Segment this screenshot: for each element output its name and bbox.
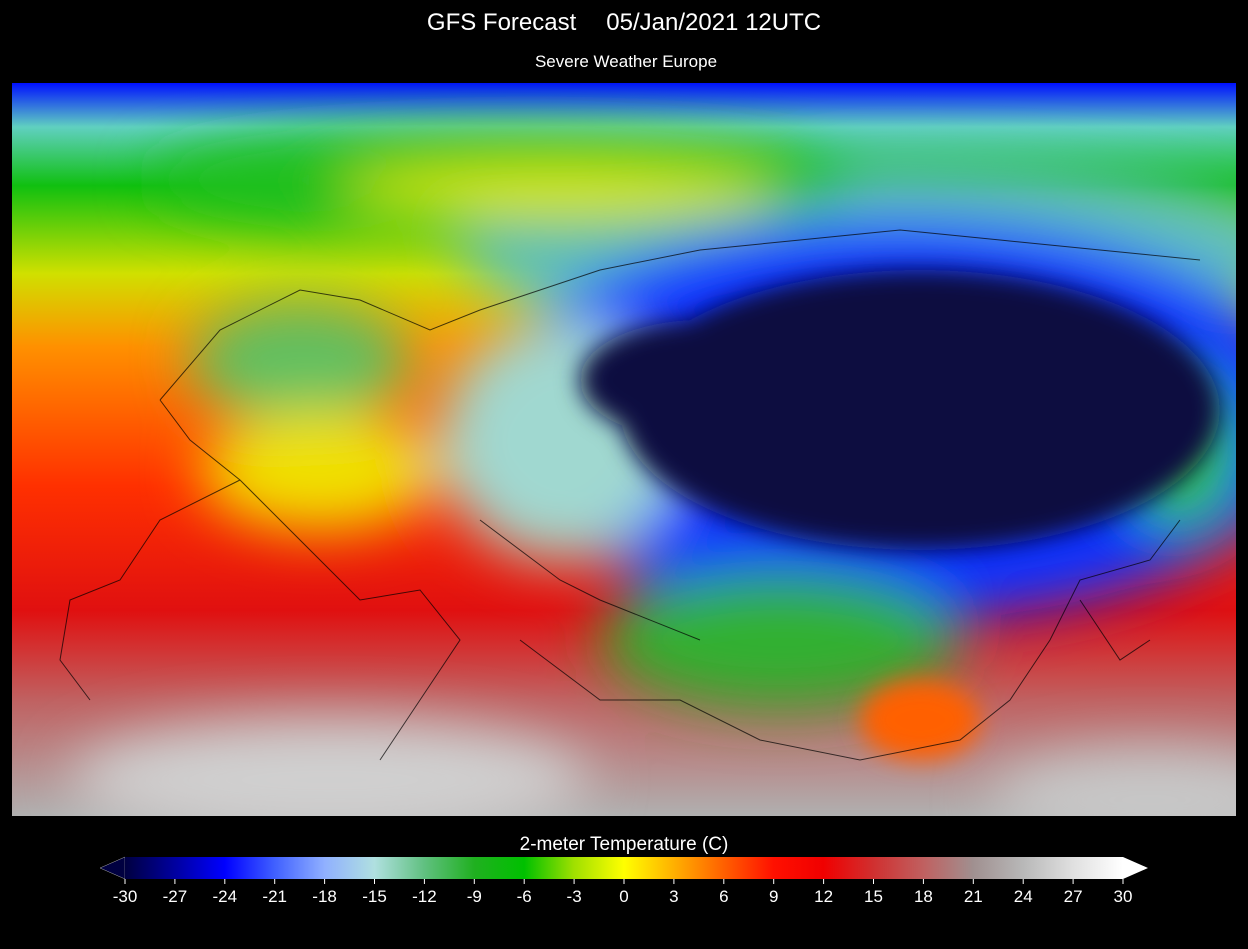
colorbar-bar [125,857,1123,879]
colorbar-arrow-high [1123,857,1148,879]
colorbar-tick-label: -18 [312,887,337,906]
subtitle: Severe Weather Europe [535,52,717,71]
date-text: 05/Jan/2021 12UTC [606,9,821,36]
colorbar-tick-label: 30 [1114,887,1133,906]
colorbar-label: 2-meter Temperature (C) [520,834,729,855]
colorbar-arrow-low [99,856,126,880]
colorbar-tick-label: -24 [213,887,238,906]
colorbar-tick-label: -9 [467,887,482,906]
colorbar-tick-label: 21 [964,887,983,906]
colorbar-tick-label: -30 [113,887,138,906]
colorbar-tick-label: 27 [1064,887,1083,906]
colorbar-tick-label: -12 [412,887,437,906]
colorbar-tick-label: -21 [262,887,287,906]
colorbar-tick-label: 9 [769,887,778,906]
colorbar-tick-label: -27 [163,887,188,906]
colorbar-tick-label: 0 [619,887,628,906]
colorbar-tick-label: 6 [719,887,728,906]
colorbar [99,856,1148,880]
title: GFS Forecast 05/Jan/2021 12UTC [427,9,821,36]
colorbar-tick-label: -6 [517,887,532,906]
colorbar-tick-label: 18 [914,887,933,906]
colorbar-tick-label: 15 [864,887,883,906]
title-text: GFS Forecast [427,9,577,36]
colorbar-tick-label: -3 [567,887,582,906]
coastlines [59,229,1201,761]
colorbar-tick-label: 3 [669,887,678,906]
colorbar-tick-label: -15 [362,887,387,906]
map [12,83,1236,816]
colorbar-tick-label: 24 [1014,887,1033,906]
colorbar-tick-label: 12 [814,887,833,906]
